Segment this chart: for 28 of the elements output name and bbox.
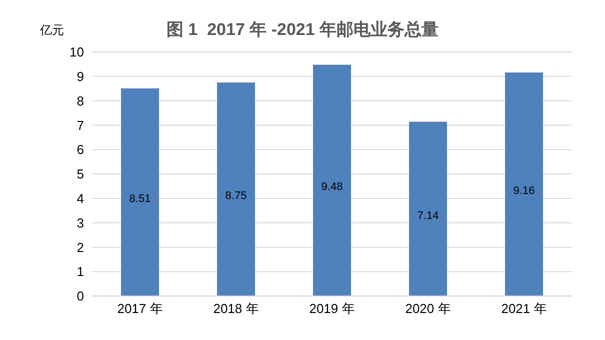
data-label: 9.16 (513, 185, 535, 198)
chart-title: 图 1 2017 年 -2021 年邮电业务总量 (166, 20, 439, 39)
y-tick-label: 4 (76, 191, 84, 206)
y-tick-label: 9 (76, 69, 84, 84)
y-axis-title: 亿元 (40, 22, 64, 39)
x-tick-label: 2018 年 (213, 301, 259, 316)
x-tick-label: 2019 年 (309, 301, 355, 316)
y-tick-label: 8 (76, 93, 84, 108)
data-label: 9.48 (321, 181, 343, 194)
y-tick-label: 10 (70, 44, 84, 60)
y-tick-label: 3 (76, 215, 84, 230)
y-tick-label: 2 (76, 240, 84, 255)
data-label: 8.75 (225, 190, 247, 202)
x-tick-label: 2021 年 (501, 301, 547, 316)
data-label: 7.14 (417, 210, 439, 222)
x-tick-label: 2020 年 (405, 301, 451, 316)
data-label: 8.51 (129, 193, 151, 206)
bar (217, 82, 255, 296)
y-tick-label: 6 (76, 142, 84, 158)
bar (121, 88, 159, 296)
x-tick-label: 2017 年 (117, 301, 163, 316)
bar (505, 72, 543, 296)
bar (409, 122, 447, 296)
y-tick-label: 0 (76, 288, 84, 304)
y-tick-label: 7 (76, 118, 84, 133)
y-tick-label: 1 (76, 264, 84, 280)
y-tick-label: 5 (76, 166, 84, 182)
bar (313, 64, 351, 296)
